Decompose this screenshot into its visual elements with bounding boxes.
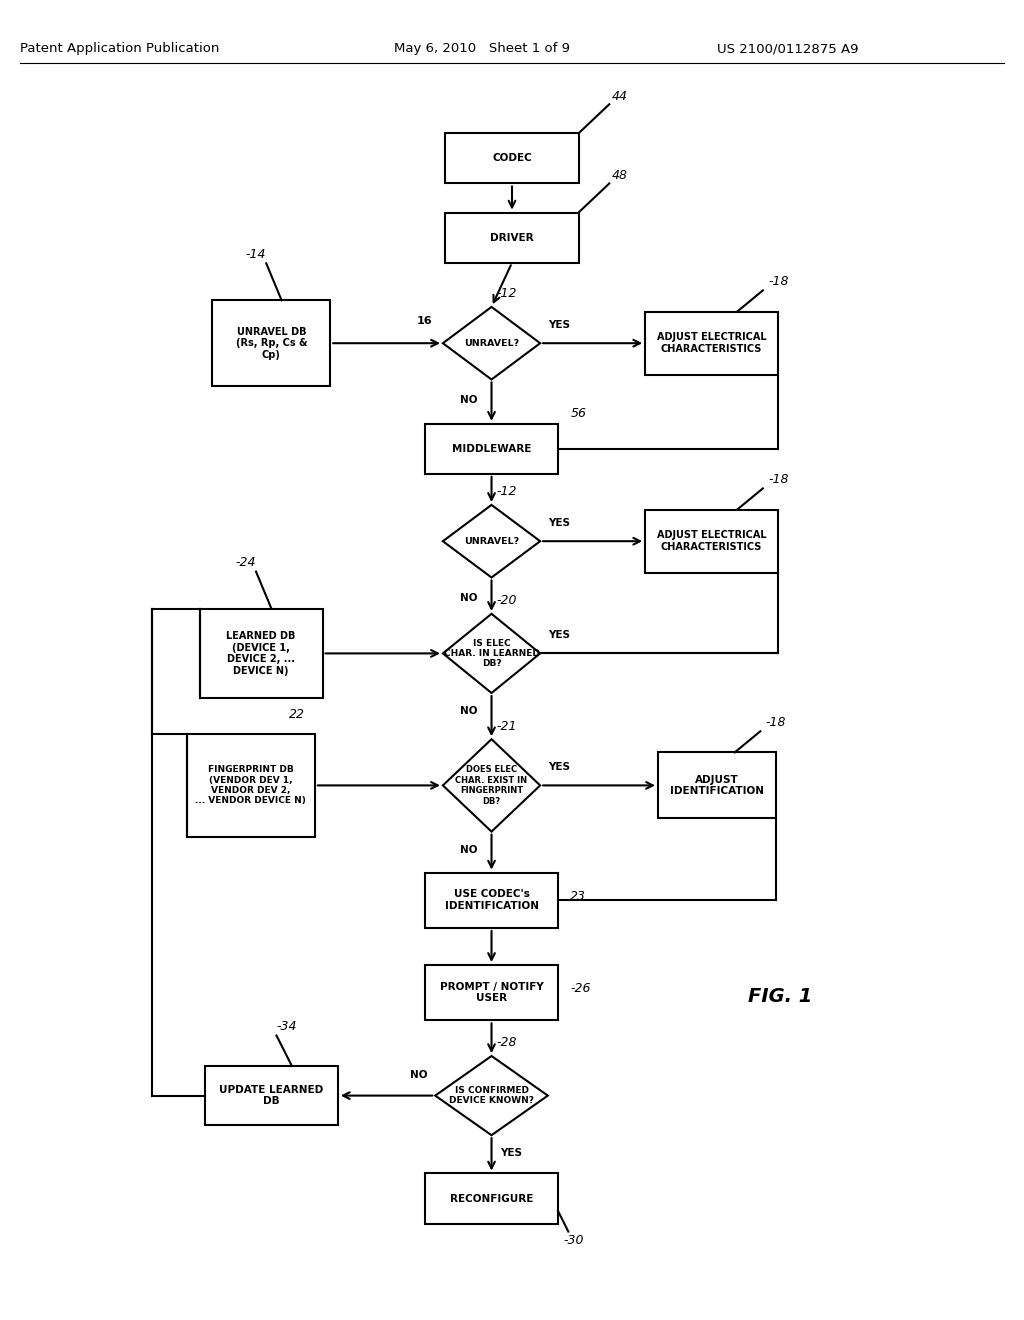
Text: USE CODEC's
IDENTIFICATION: USE CODEC's IDENTIFICATION	[444, 890, 539, 911]
Text: NO: NO	[460, 706, 478, 717]
Text: ADJUST ELECTRICAL
CHARACTERISTICS: ADJUST ELECTRICAL CHARACTERISTICS	[656, 531, 767, 552]
Polygon shape	[442, 308, 541, 380]
Text: UPDATE LEARNED
DB: UPDATE LEARNED DB	[219, 1085, 324, 1106]
Text: -12: -12	[497, 288, 517, 301]
Polygon shape	[442, 506, 541, 578]
Text: 44: 44	[611, 90, 628, 103]
Text: 22: 22	[289, 708, 305, 721]
Text: UNRAVEL DB
(Rs, Rp, Cs &
Cp): UNRAVEL DB (Rs, Rp, Cs & Cp)	[236, 326, 307, 360]
Text: YES: YES	[500, 1148, 521, 1159]
FancyBboxPatch shape	[186, 734, 315, 837]
Text: 48: 48	[611, 169, 628, 182]
Text: YES: YES	[549, 762, 570, 772]
Polygon shape	[435, 1056, 548, 1135]
Text: YES: YES	[549, 319, 570, 330]
Text: NO: NO	[460, 396, 478, 405]
Text: YES: YES	[549, 630, 570, 640]
Text: Patent Application Publication: Patent Application Publication	[20, 42, 220, 55]
Text: -18: -18	[768, 275, 788, 288]
Text: -30: -30	[563, 1234, 584, 1247]
Text: 23: 23	[570, 890, 587, 903]
Text: US 2100/0112875 A9: US 2100/0112875 A9	[717, 42, 858, 55]
FancyBboxPatch shape	[645, 510, 778, 573]
Text: LEARNED DB
(DEVICE 1,
DEVICE 2, ...
DEVICE N): LEARNED DB (DEVICE 1, DEVICE 2, ... DEVI…	[226, 631, 296, 676]
Text: -28: -28	[497, 1036, 517, 1049]
Text: UNRAVEL?: UNRAVEL?	[464, 339, 519, 347]
Text: -20: -20	[497, 594, 517, 607]
Text: May 6, 2010   Sheet 1 of 9: May 6, 2010 Sheet 1 of 9	[394, 42, 570, 55]
Text: FINGERPRINT DB
(VENDOR DEV 1,
VENDOR DEV 2,
... VENDOR DEVICE N): FINGERPRINT DB (VENDOR DEV 1, VENDOR DEV…	[196, 766, 306, 805]
Text: -14: -14	[246, 248, 266, 261]
Text: 16: 16	[417, 315, 432, 326]
Text: ADJUST ELECTRICAL
CHARACTERISTICS: ADJUST ELECTRICAL CHARACTERISTICS	[656, 333, 767, 354]
Text: DRIVER: DRIVER	[490, 232, 534, 243]
Polygon shape	[442, 739, 541, 832]
Text: NO: NO	[410, 1069, 427, 1080]
Text: ADJUST
IDENTIFICATION: ADJUST IDENTIFICATION	[670, 775, 764, 796]
FancyBboxPatch shape	[645, 312, 778, 375]
FancyBboxPatch shape	[657, 752, 776, 818]
FancyBboxPatch shape	[445, 133, 579, 183]
Text: NO: NO	[460, 594, 478, 603]
Text: -21: -21	[497, 719, 517, 733]
Text: -18: -18	[768, 473, 788, 486]
FancyBboxPatch shape	[425, 1173, 558, 1224]
Text: DOES ELEC
CHAR. EXIST IN
FINGERPRINT
DB?: DOES ELEC CHAR. EXIST IN FINGERPRINT DB?	[456, 766, 527, 805]
FancyBboxPatch shape	[425, 873, 558, 928]
Text: IS CONFIRMED
DEVICE KNOWN?: IS CONFIRMED DEVICE KNOWN?	[449, 1086, 535, 1105]
FancyBboxPatch shape	[445, 213, 579, 263]
Text: MIDDLEWARE: MIDDLEWARE	[452, 444, 531, 454]
Text: FIG. 1: FIG. 1	[748, 987, 812, 1006]
FancyBboxPatch shape	[200, 609, 323, 698]
Text: RECONFIGURE: RECONFIGURE	[450, 1193, 534, 1204]
FancyBboxPatch shape	[425, 424, 558, 474]
Text: -12: -12	[497, 486, 517, 499]
Polygon shape	[442, 614, 541, 693]
Text: YES: YES	[549, 517, 570, 528]
Text: -18: -18	[765, 715, 786, 729]
FancyBboxPatch shape	[213, 301, 330, 385]
Text: -34: -34	[276, 1020, 297, 1032]
FancyBboxPatch shape	[425, 965, 558, 1020]
FancyBboxPatch shape	[205, 1067, 338, 1125]
Text: PROMPT / NOTIFY
USER: PROMPT / NOTIFY USER	[439, 982, 544, 1003]
Text: NO: NO	[460, 845, 478, 855]
Text: CODEC: CODEC	[493, 153, 531, 164]
Text: 56: 56	[570, 407, 587, 420]
Text: -26: -26	[570, 982, 591, 995]
Text: -24: -24	[236, 556, 256, 569]
Text: IS ELEC
CHAR. IN LEARNED
DB?: IS ELEC CHAR. IN LEARNED DB?	[443, 639, 540, 668]
Text: UNRAVEL?: UNRAVEL?	[464, 537, 519, 545]
